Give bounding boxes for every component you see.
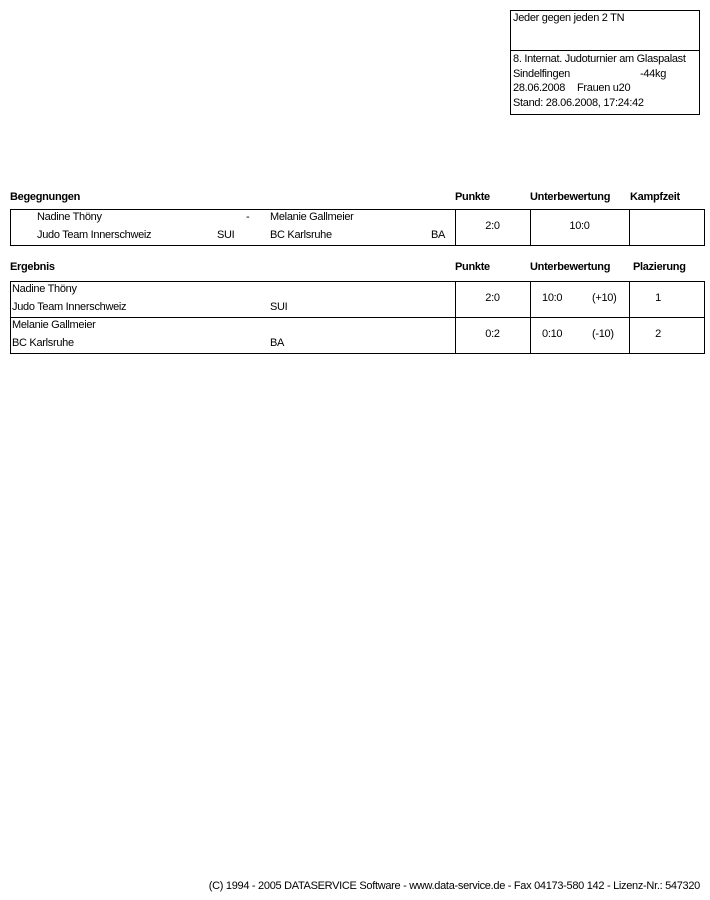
result-platz: 2 (655, 328, 661, 340)
fighter1-name: Nadine Thöny (37, 211, 102, 223)
result-punkte: 0:2 (485, 328, 500, 340)
fighter1-club: Judo Team Innerschweiz (37, 229, 152, 241)
col-kampfzeit: Kampfzeit (630, 191, 680, 203)
fighter2-club: BC Karlsruhe (270, 229, 332, 241)
footer-copyright: (C) 1994 - 2005 DATASERVICE Software - w… (208, 880, 701, 892)
event-location: Sindelfingen (513, 68, 570, 80)
result-name: Melanie Gallmeier (12, 319, 96, 331)
report-title: Jeder gegen jeden 2 TN (513, 12, 625, 24)
weight-class: -44kg (640, 68, 667, 80)
match-unterbewertung: 10:0 (569, 220, 590, 232)
result-name: Nadine Thöny (12, 283, 77, 295)
match-separator: - (246, 211, 250, 223)
event-name: 8. Internat. Judoturnier am Glaspalast (513, 53, 686, 65)
col-unterbewertung: Unterbewertung (530, 261, 611, 273)
fighter1-nation: SUI (217, 229, 235, 241)
col-punkte: Punkte (455, 261, 490, 273)
col-punkte: Punkte (455, 191, 490, 203)
col-unterbewertung: Unterbewertung (530, 191, 611, 203)
result-unterbewertung: 10:0 (542, 292, 563, 304)
result-punkte: 2:0 (485, 292, 500, 304)
ergebnis-heading: Ergebnis (10, 261, 55, 273)
result-nation: SUI (270, 301, 288, 313)
result-nation: BA (270, 337, 285, 349)
header-box (510, 10, 700, 115)
result-diff: (+10) (592, 292, 617, 304)
divider (510, 50, 700, 51)
col-plazierung: Plazierung (633, 261, 686, 273)
result-unterbewertung: 0:10 (542, 328, 563, 340)
fighter2-nation: BA (431, 229, 446, 241)
event-date: 28.06.2008 (513, 82, 566, 94)
match-row (10, 209, 705, 246)
result-platz: 1 (655, 292, 661, 304)
age-category: Frauen u20 (577, 82, 631, 94)
result-club: BC Karlsruhe (12, 337, 74, 349)
fighter2-name: Melanie Gallmeier (270, 211, 354, 223)
match-punkte: 2:0 (485, 220, 500, 232)
stand-timestamp: Stand: 28.06.2008, 17:24:42 (513, 97, 644, 109)
result-club: Judo Team Innerschweiz (12, 301, 127, 313)
begegnungen-heading: Begegnungen (10, 191, 81, 203)
result-diff: (-10) (592, 328, 614, 340)
